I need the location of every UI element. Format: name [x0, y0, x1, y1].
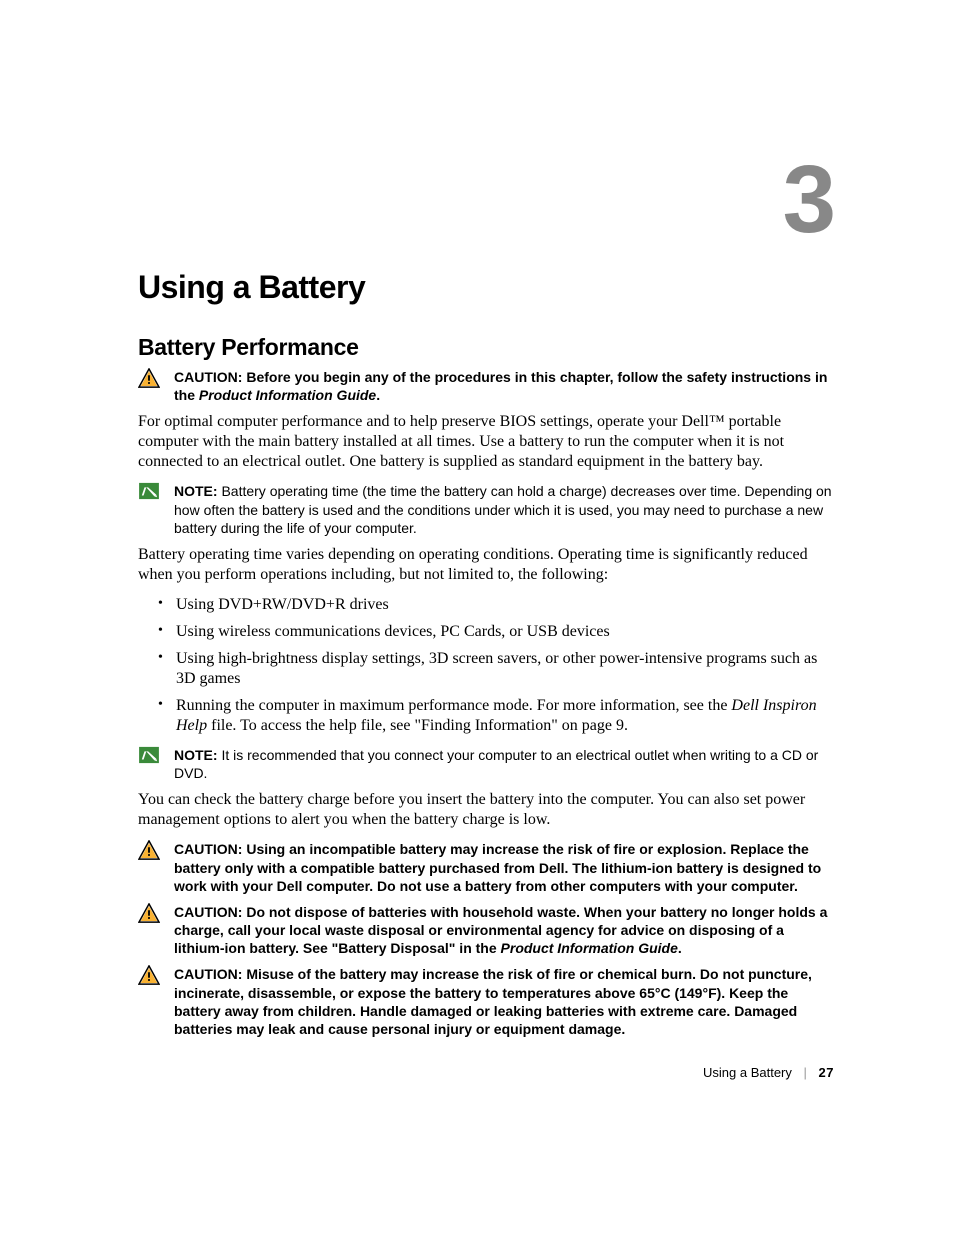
caution-italic: Product Information Guide — [199, 387, 376, 403]
heading-2: Battery Performance — [138, 334, 359, 361]
list-item-pre: Running the computer in maximum performa… — [176, 697, 731, 714]
chapter-number: 3 — [783, 152, 834, 248]
list-item: Running the computer in maximum performa… — [138, 696, 834, 736]
heading-1: Using a Battery — [138, 269, 365, 306]
caution-post: . — [678, 940, 682, 956]
caution-block: CAUTION: Before you begin any of the pro… — [138, 368, 834, 404]
paragraph: You can check the battery charge before … — [138, 790, 834, 830]
list-item: Using wireless communications devices, P… — [138, 622, 834, 642]
note-icon — [138, 746, 174, 769]
caution-label: CAUTION: — [174, 904, 246, 920]
caution-body: Using an incompatible battery may increa… — [174, 841, 821, 893]
note-block: NOTE: Battery operating time (the time t… — [138, 482, 834, 537]
caution-text: CAUTION: Misuse of the battery may incre… — [174, 965, 834, 1038]
note-text: NOTE: It is recommended that you connect… — [174, 746, 834, 782]
caution-text: CAUTION: Do not dispose of batteries wit… — [174, 903, 834, 958]
caution-body: Misuse of the battery may increase the r… — [174, 966, 812, 1037]
note-icon — [138, 482, 174, 505]
caution-icon — [138, 965, 174, 990]
caution-block: CAUTION: Misuse of the battery may incre… — [138, 965, 834, 1038]
caution-label: CAUTION: — [174, 841, 246, 857]
page-footer: Using a Battery | 27 — [703, 1065, 834, 1080]
caution-label: CAUTION: — [174, 369, 246, 385]
note-body: Battery operating time (the time the bat… — [174, 483, 832, 535]
footer-title: Using a Battery — [703, 1065, 792, 1080]
note-label: NOTE: — [174, 483, 221, 499]
list-item: Using high-brightness display settings, … — [138, 649, 834, 689]
caution-label: CAUTION: — [174, 966, 246, 982]
caution-text: CAUTION: Using an incompatible battery m… — [174, 840, 834, 895]
caution-tail: . — [376, 387, 380, 403]
caution-block: CAUTION: Do not dispose of batteries wit… — [138, 903, 834, 958]
footer-page-number: 27 — [819, 1065, 834, 1080]
note-body: It is recommended that you connect your … — [174, 747, 818, 781]
footer-separator: | — [804, 1065, 807, 1080]
list-item-post: file. To access the help file, see "Find… — [207, 717, 628, 734]
body: CAUTION: Before you begin any of the pro… — [138, 368, 834, 1046]
caution-block: CAUTION: Using an incompatible battery m… — [138, 840, 834, 895]
caution-icon — [138, 368, 174, 393]
caution-italic: Product Information Guide — [501, 940, 678, 956]
paragraph: For optimal computer performance and to … — [138, 412, 834, 472]
caution-icon — [138, 903, 174, 928]
note-block: NOTE: It is recommended that you connect… — [138, 746, 834, 782]
list-item: Using DVD+RW/DVD+R drives — [138, 595, 834, 615]
caution-text: CAUTION: Before you begin any of the pro… — [174, 368, 834, 404]
paragraph: Battery operating time varies depending … — [138, 545, 834, 585]
bullet-list: Using DVD+RW/DVD+R drives Using wireless… — [138, 595, 834, 736]
caution-icon — [138, 840, 174, 865]
note-text: NOTE: Battery operating time (the time t… — [174, 482, 834, 537]
note-label: NOTE: — [174, 747, 221, 763]
